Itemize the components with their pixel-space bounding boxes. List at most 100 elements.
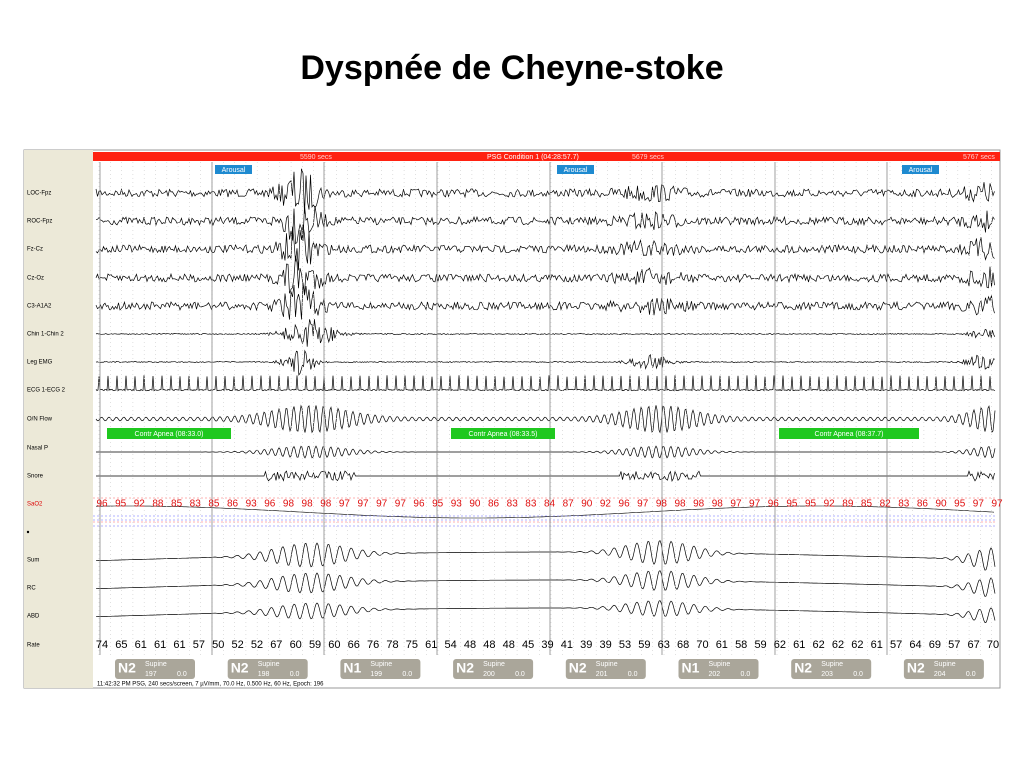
sao2-value: 86 xyxy=(227,499,239,510)
sao2-value: 93 xyxy=(246,499,258,510)
rate-value: 62 xyxy=(851,639,863,651)
apnea-label: Contr Apnea (08:33.0) xyxy=(135,431,204,438)
epoch-stage: N2 xyxy=(569,660,587,676)
sao2-value: 97 xyxy=(991,499,1003,510)
epoch-position: Supine xyxy=(821,661,843,668)
epoch-stage: N2 xyxy=(118,660,136,676)
rate-value: 76 xyxy=(367,639,379,651)
sao2-value: 92 xyxy=(824,499,836,510)
rate-value: 68 xyxy=(677,639,689,651)
rate-value: 39 xyxy=(541,639,553,651)
sao2-value: 84 xyxy=(544,499,556,510)
rate-value: 57 xyxy=(193,639,205,651)
apnea-box xyxy=(451,428,555,439)
epoch-position: Supine xyxy=(596,661,618,668)
sao2-value: 83 xyxy=(525,499,537,510)
rate-value: 61 xyxy=(135,639,147,651)
epoch-number: 197 xyxy=(145,671,157,678)
rate-value: 57 xyxy=(948,639,960,651)
label-column xyxy=(24,150,93,688)
rate-value: 57 xyxy=(890,639,902,651)
epoch-stage: N2 xyxy=(231,660,249,676)
header-marker: 5679 secs xyxy=(632,154,664,161)
rate-value: 61 xyxy=(425,639,437,651)
sao2-value: 90 xyxy=(469,499,481,510)
sao2-value: 92 xyxy=(134,499,146,510)
epoch-stage: N2 xyxy=(907,660,925,676)
effort-trace xyxy=(96,570,996,597)
sao2-value: 87 xyxy=(563,499,575,510)
channel-label: Sum xyxy=(27,558,39,564)
header-marker: 5767 secs xyxy=(963,154,995,161)
rate-value: 48 xyxy=(503,639,515,651)
epoch-value: 0.0 xyxy=(966,671,976,678)
channel-label: Cz-Oz xyxy=(27,276,44,282)
rate-value: 62 xyxy=(813,639,825,651)
channel-dot xyxy=(26,530,30,534)
sao2-value: 97 xyxy=(376,499,388,510)
sao2-value: 97 xyxy=(339,499,351,510)
epoch-value: 0.0 xyxy=(515,671,525,678)
rate-value: 39 xyxy=(580,639,592,651)
channel-label: RC xyxy=(27,586,36,592)
sao2-value: 86 xyxy=(917,499,929,510)
effort-trace xyxy=(96,539,996,571)
eeg-trace xyxy=(95,205,995,245)
sao2-value: 98 xyxy=(320,499,332,510)
rate-value: 39 xyxy=(599,639,611,651)
epoch-position: Supine xyxy=(145,661,167,668)
epoch-stage: N2 xyxy=(794,660,812,676)
sao2-value: 96 xyxy=(96,499,108,510)
channel-label: C3-A1A2 xyxy=(27,304,52,310)
rate-value: 63 xyxy=(658,639,670,651)
rate-value: 45 xyxy=(522,639,534,651)
sao2-value: 96 xyxy=(413,499,425,510)
eeg-trace xyxy=(95,224,995,271)
sao2-value: 98 xyxy=(283,499,295,510)
epoch-position: Supine xyxy=(934,661,956,668)
channel-label: ROC-Fpz xyxy=(27,219,52,225)
footer-status: 11:42:32 PM PSG, 240 secs/screen, 7 µV/m… xyxy=(97,682,324,688)
snore-trace xyxy=(96,469,995,482)
rate-value: 61 xyxy=(173,639,185,651)
rate-value: 59 xyxy=(309,639,321,651)
rate-value: 64 xyxy=(909,639,921,651)
channel-label: ECG 1-ECG 2 xyxy=(27,388,66,394)
rate-value: 53 xyxy=(619,639,631,651)
rate-value: 52 xyxy=(251,639,263,651)
sao2-value: 93 xyxy=(451,499,463,510)
sao2-value: 90 xyxy=(581,499,593,510)
epoch-value: 0.0 xyxy=(290,671,300,678)
apnea-label: Contr Apnea (08:33.5) xyxy=(469,431,538,438)
sao2-value: 98 xyxy=(674,499,686,510)
sao2-value: 97 xyxy=(749,499,761,510)
rate-value: 62 xyxy=(832,639,844,651)
epoch-number: 201 xyxy=(596,671,608,678)
rate-value: 75 xyxy=(406,639,418,651)
rate-value: 61 xyxy=(154,639,166,651)
sao2-value: 92 xyxy=(600,499,612,510)
sao2-value: 83 xyxy=(507,499,519,510)
channel-label: Leg EMG xyxy=(27,360,53,366)
header-marker: PSG Condition 1 (04:28:57.7) xyxy=(487,154,579,161)
epoch-number: 202 xyxy=(709,671,721,678)
epoch-number: 199 xyxy=(370,671,382,678)
channel-label: Chin 1-Chin 2 xyxy=(27,332,64,338)
epoch-number: 204 xyxy=(934,671,946,678)
rate-value: 67 xyxy=(270,639,282,651)
sao2-line xyxy=(96,505,995,519)
epoch-box xyxy=(227,659,308,679)
sao2-value: 89 xyxy=(842,499,854,510)
rate-value: 48 xyxy=(464,639,476,651)
epoch-stage: N2 xyxy=(456,660,474,676)
epoch-stage: N1 xyxy=(682,660,700,676)
channel-label: O/N Flow xyxy=(27,417,53,423)
nasal-trace xyxy=(96,445,996,459)
apnea-box xyxy=(107,428,231,439)
sao2-value: 98 xyxy=(302,499,314,510)
epoch-value: 0.0 xyxy=(402,671,412,678)
rate-value: 58 xyxy=(735,639,747,651)
sao2-value: 98 xyxy=(656,499,668,510)
